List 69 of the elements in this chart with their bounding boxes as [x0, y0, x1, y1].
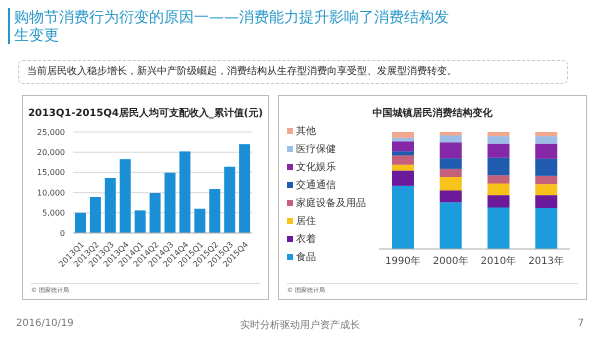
- bar: [440, 136, 462, 143]
- text: 实时分析驱动用户资产成长: [240, 320, 360, 331]
- x-tick-label: 1990年: [385, 255, 421, 268]
- bar: [535, 132, 558, 136]
- bar: [535, 136, 558, 144]
- legend-label: 医疗保健: [295, 142, 337, 156]
- x-tick-label: 2000年: [432, 255, 468, 268]
- text: 7: [578, 318, 584, 329]
- bar: [150, 193, 161, 233]
- y-tick-label: 20,000: [37, 148, 65, 158]
- chart-title: 中国城镇居民消费结构变化: [372, 106, 494, 120]
- y-tick-label: 10,000: [37, 188, 65, 198]
- bar: [194, 208, 206, 233]
- bar: [488, 136, 510, 144]
- bar: [535, 195, 558, 208]
- y-tick-label: 5,000: [42, 208, 65, 218]
- bar: [440, 132, 462, 136]
- text: 2016/10/19: [16, 318, 74, 329]
- bar: [392, 186, 414, 249]
- bar: [535, 144, 558, 159]
- bar: [488, 132, 510, 136]
- bar: [209, 188, 220, 233]
- chart-title: 2013Q1-2015Q4居民人均可支配收入_累计值(元): [27, 106, 264, 120]
- bar: [440, 190, 462, 202]
- bar: [440, 142, 462, 158]
- bar: [440, 168, 462, 178]
- bar: [392, 170, 414, 186]
- bar: [239, 144, 250, 233]
- bar: [535, 184, 558, 196]
- bar: [488, 207, 510, 249]
- bar: [179, 151, 190, 233]
- y-tick-label: 15,000: [37, 168, 65, 178]
- bar: [392, 151, 414, 156]
- legend-label: 食品: [295, 251, 317, 264]
- text: 当前居民收入稳步增长，新兴中产阶级崛起，消费结构从生存型消费向享受型、发展型消费转变。: [18, 60, 568, 84]
- bar: [164, 172, 176, 233]
- bar: [535, 176, 558, 184]
- bar: [104, 178, 116, 233]
- y-tick-label: 0: [60, 228, 65, 238]
- bar: [440, 202, 462, 249]
- bar: [120, 159, 131, 233]
- bar: [488, 195, 510, 208]
- bar: [392, 164, 414, 171]
- legend-label: 居住: [295, 215, 317, 228]
- legend-label: 交通通信: [295, 178, 337, 192]
- x-tick-label: 2013年: [528, 255, 564, 268]
- bar: [90, 197, 101, 233]
- bar: [488, 183, 510, 196]
- bar: [392, 141, 414, 152]
- bar: [392, 138, 414, 142]
- bar: [392, 132, 414, 138]
- bar: [535, 158, 558, 176]
- x-tick-label: 2010年: [480, 255, 516, 268]
- bar: [392, 155, 414, 165]
- bar: [488, 175, 510, 184]
- bar: [488, 158, 510, 176]
- legend-label: 其他: [295, 124, 317, 138]
- bar: [224, 166, 236, 233]
- bar: [134, 210, 146, 233]
- bar: [75, 212, 86, 233]
- y-tick-label: 25,000: [37, 128, 65, 137]
- legend-label: 家庭设备及用品: [295, 196, 367, 210]
- bar: [488, 144, 510, 158]
- text: 购物节消费行为衍变的原因一——消费能力提升影响了消费结构发生变更: [8, 8, 454, 44]
- legend-label: 文化娱乐: [295, 160, 337, 174]
- bar: [440, 158, 462, 169]
- bar: [535, 208, 558, 249]
- legend-label: 衣着: [295, 232, 317, 246]
- bar: [440, 177, 462, 190]
